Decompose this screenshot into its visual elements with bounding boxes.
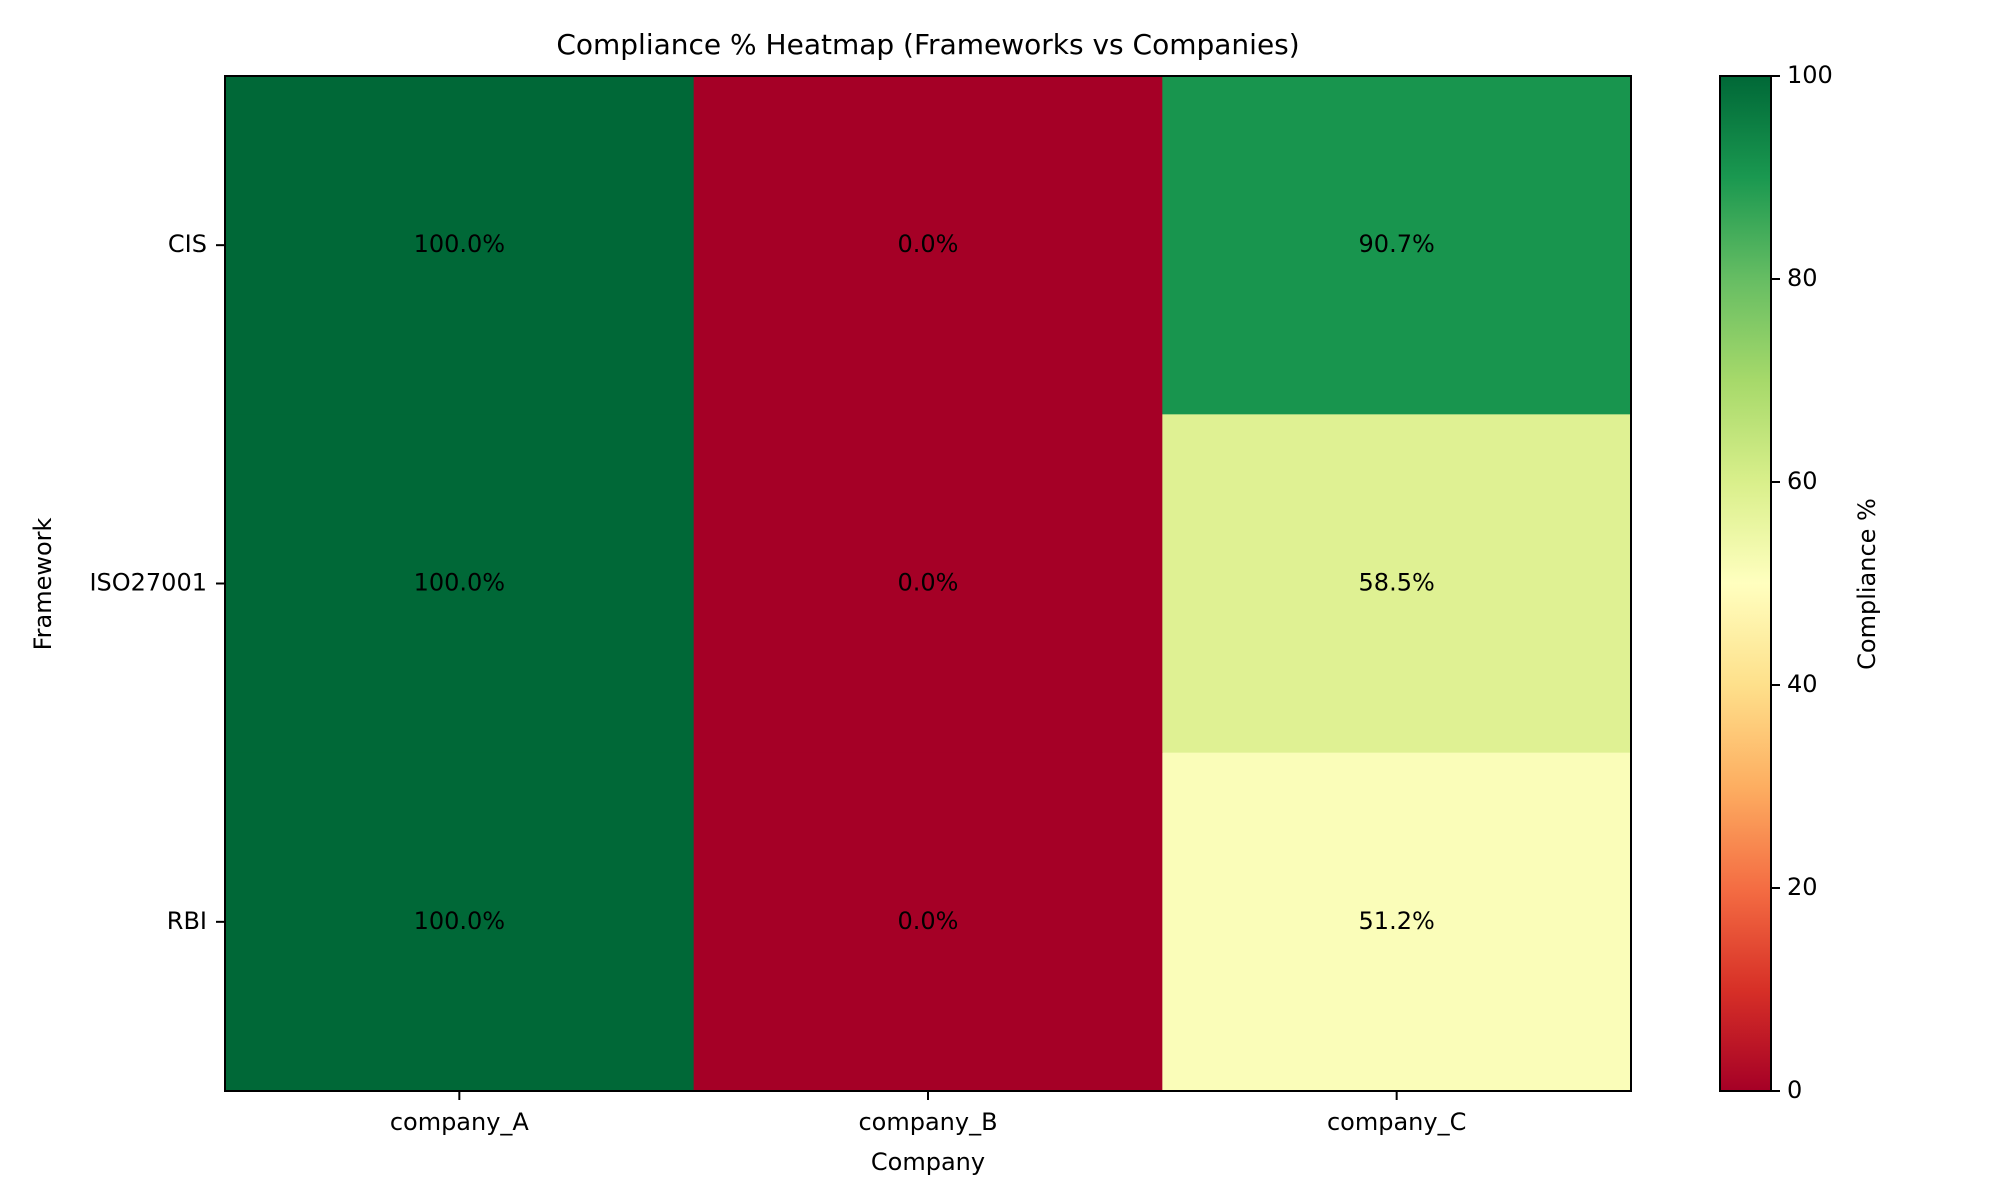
- colorbar-tick-label: 0: [1787, 1076, 1802, 1104]
- colorbar-axis: 0 20 40 60 80 100: [1771, 61, 1833, 1104]
- colorbar-tick-label: 100: [1787, 61, 1833, 89]
- cell-value-label: 0.0%: [898, 907, 959, 935]
- cell-value-label: 58.5%: [1359, 569, 1435, 597]
- cell-value-label: 100.0%: [414, 569, 506, 597]
- x-tick-label: company_A: [390, 1108, 530, 1136]
- cell-value-label: 0.0%: [898, 230, 959, 258]
- y-tick-label: CIS: [168, 230, 207, 258]
- cell-value-label: 90.7%: [1359, 230, 1435, 258]
- colorbar-tick-label: 40: [1787, 670, 1818, 698]
- colorbar-label: Compliance %: [1853, 498, 1881, 670]
- colorbar-tick-label: 80: [1787, 264, 1818, 292]
- heatmap-cell: [225, 76, 695, 415]
- heatmap-cell: [225, 414, 695, 754]
- colorbar: [1719, 75, 1772, 1092]
- heatmap-cell: [1162, 414, 1632, 754]
- x-axis: company_A company_B company_C: [390, 1091, 1466, 1136]
- heatmap-cells: [225, 76, 1632, 1092]
- y-tick-label: ISO27001: [89, 569, 207, 597]
- cell-value-label: 100.0%: [414, 230, 506, 258]
- cell-value-label: 100.0%: [414, 907, 506, 935]
- heatmap-cell: [225, 752, 695, 1092]
- heatmap-cell: [693, 76, 1163, 415]
- x-tick-label: company_B: [858, 1108, 997, 1136]
- y-axis-label: Framework: [29, 517, 57, 650]
- heatmap-cell: [693, 414, 1163, 754]
- chart-title: Compliance % Heatmap (Frameworks vs Comp…: [556, 28, 1299, 61]
- heatmap-cell: [1162, 752, 1632, 1092]
- y-axis: CIS ISO27001 RBI: [89, 230, 225, 935]
- cell-value-label: 0.0%: [898, 569, 959, 597]
- cell-value-label: 51.2%: [1359, 907, 1435, 935]
- heatmap-cell: [1162, 76, 1632, 415]
- y-tick-label: RBI: [167, 907, 207, 935]
- colorbar-tick-label: 20: [1787, 873, 1818, 901]
- colorbar-tick-label: 60: [1787, 467, 1818, 495]
- x-axis-label: Company: [871, 1148, 985, 1176]
- heatmap-cell: [693, 752, 1163, 1092]
- x-tick-label: company_C: [1327, 1108, 1466, 1136]
- heatmap-cell-labels: 100.0% 0.0% 90.7% 100.0% 0.0% 58.5% 100.0% 0.0%…: [414, 230, 1435, 935]
